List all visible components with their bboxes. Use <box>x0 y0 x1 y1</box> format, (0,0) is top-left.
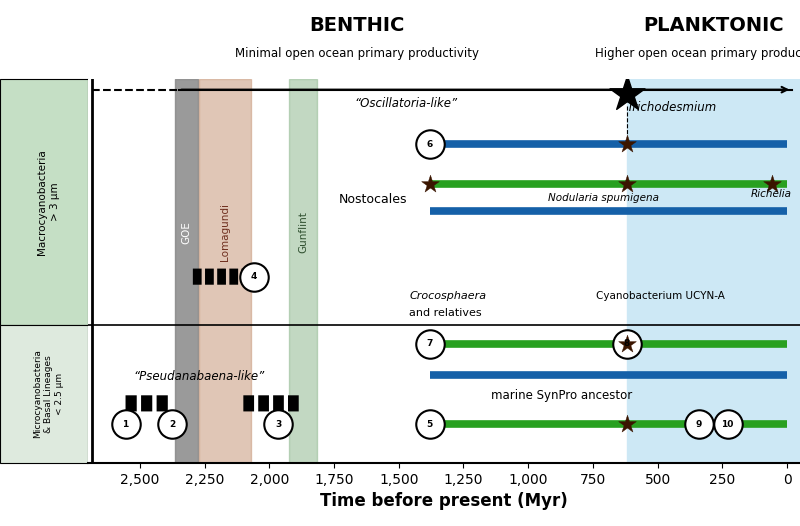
FancyBboxPatch shape <box>193 269 202 285</box>
Text: Trichodesmium: Trichodesmium <box>626 101 717 114</box>
Point <box>423 420 436 429</box>
FancyBboxPatch shape <box>217 269 226 285</box>
Text: Cyanobacterium UCYN-A: Cyanobacterium UCYN-A <box>596 291 725 301</box>
Text: 10: 10 <box>722 420 734 429</box>
Point <box>620 140 633 148</box>
Text: “Oscillatoria-like”: “Oscillatoria-like” <box>355 97 458 110</box>
Point <box>166 420 178 429</box>
Text: 4: 4 <box>250 272 257 281</box>
Text: 7: 7 <box>426 339 433 348</box>
Text: 1: 1 <box>122 420 129 429</box>
Text: Macrocyanobacteria
> 3 µm: Macrocyanobacteria > 3 µm <box>37 149 60 255</box>
FancyBboxPatch shape <box>126 396 137 411</box>
Bar <box>0 325 88 463</box>
Text: marine SynPro ancestor: marine SynPro ancestor <box>491 389 633 402</box>
Point <box>620 340 633 348</box>
FancyBboxPatch shape <box>288 396 298 411</box>
Text: Microcyanobacteria
& Basal Lineages
< 2.5 µm: Microcyanobacteria & Basal Lineages < 2.… <box>33 349 64 438</box>
Text: Minimal open ocean primary productivity: Minimal open ocean primary productivity <box>235 47 479 60</box>
Text: BENTHIC: BENTHIC <box>310 16 405 35</box>
Point <box>119 420 132 429</box>
Point <box>423 340 436 348</box>
X-axis label: Time before present (Myr): Time before present (Myr) <box>320 492 568 510</box>
FancyBboxPatch shape <box>242 269 250 285</box>
Point <box>620 420 633 429</box>
Text: PLANKTONIC: PLANKTONIC <box>643 16 783 35</box>
Point <box>765 180 778 189</box>
Text: 2: 2 <box>169 420 175 429</box>
FancyBboxPatch shape <box>273 396 284 411</box>
FancyBboxPatch shape <box>243 396 254 411</box>
Point <box>721 420 734 429</box>
FancyBboxPatch shape <box>258 396 269 411</box>
FancyBboxPatch shape <box>141 396 152 411</box>
Bar <box>289 79 317 463</box>
Bar <box>626 79 800 463</box>
Text: Nodularia spumigena: Nodularia spumigena <box>548 193 658 203</box>
Text: Nostocales: Nostocales <box>338 194 407 206</box>
Text: 5: 5 <box>426 420 433 429</box>
Point <box>423 140 436 148</box>
Point <box>693 420 706 429</box>
Point <box>423 180 436 189</box>
Text: 9: 9 <box>696 420 702 429</box>
FancyBboxPatch shape <box>157 396 168 411</box>
Text: 8: 8 <box>623 339 630 348</box>
Text: GOE: GOE <box>182 221 191 244</box>
FancyBboxPatch shape <box>205 269 214 285</box>
Text: 3: 3 <box>275 420 282 429</box>
Text: and relatives: and relatives <box>409 308 482 318</box>
Point <box>620 340 633 348</box>
Text: 6: 6 <box>426 140 433 149</box>
Text: “Pseudanabaena-like”: “Pseudanabaena-like” <box>134 370 265 383</box>
Point <box>620 180 633 189</box>
Point <box>247 272 260 281</box>
Bar <box>199 79 251 463</box>
Bar <box>174 79 198 463</box>
Point <box>272 420 285 429</box>
Bar <box>0 79 88 325</box>
Text: Crocosphaera: Crocosphaera <box>409 291 486 301</box>
Text: Lomagundi: Lomagundi <box>220 204 230 261</box>
Text: Gunflint: Gunflint <box>298 211 308 254</box>
Text: Richelia: Richelia <box>751 189 792 199</box>
FancyBboxPatch shape <box>230 269 238 285</box>
Point <box>620 90 633 98</box>
Text: Higher open ocean primary productivity: Higher open ocean primary productivity <box>595 47 800 60</box>
